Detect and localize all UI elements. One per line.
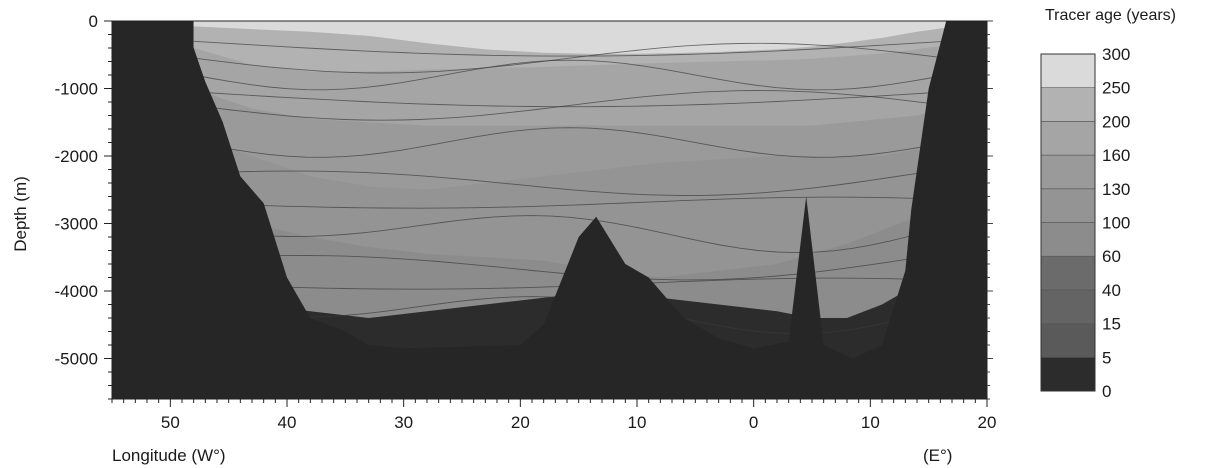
x-tick-label: 50: [161, 413, 180, 432]
y-tick-label: -2000: [55, 147, 98, 166]
colorbar-level-label: 100: [1102, 214, 1130, 233]
colorbar-level-label: 160: [1102, 146, 1130, 165]
colorbar-swatch: [1040, 356, 1096, 392]
colorbar-swatch: [1040, 255, 1096, 291]
colorbar-level-label: 200: [1102, 112, 1130, 131]
colorbar-frame: [1040, 53, 1096, 392]
colorbar-level-label: 300: [1102, 45, 1130, 64]
colorbar-swatch: [1040, 222, 1096, 257]
contour-line: [193, 215, 947, 254]
y-axis: 0 -1000 -2000 -3000 -4000 -5000: [55, 12, 993, 400]
x-tick-label: 10: [628, 413, 647, 432]
contour-line: [193, 127, 947, 158]
contour-line: [193, 196, 947, 209]
colorbar-level-label: 130: [1102, 180, 1130, 199]
colorbar-swatches: [1040, 53, 1096, 392]
colorbar-swatch: [1040, 121, 1096, 156]
contour-line: [193, 91, 947, 108]
plot-area: [111, 20, 988, 400]
colorbar-swatch: [1040, 289, 1096, 324]
colorbar-level-label: 250: [1102, 79, 1130, 98]
x-tick-label: 10: [861, 413, 880, 432]
x-axis-title: Longitude (W°): [112, 446, 226, 465]
colorbar-level-label: 5: [1102, 348, 1111, 367]
contour-line: [193, 90, 947, 121]
contour-line: [193, 42, 947, 74]
y-tick-label: -4000: [55, 282, 98, 301]
y-tick-label: -5000: [55, 350, 98, 369]
contour-line: [193, 40, 947, 57]
colorbar-level-label: 15: [1102, 315, 1121, 334]
colorbar-level-label: 0: [1102, 382, 1111, 401]
colorbar-swatch: [1040, 154, 1096, 190]
colorbar-swatch: [1040, 323, 1096, 358]
x-tick-label: 0: [749, 413, 758, 432]
seafloor-topography: [112, 21, 987, 399]
x-tick-label: 20: [978, 413, 997, 432]
y-tick-label: -1000: [55, 80, 98, 99]
y-axis-title: Depth (m): [11, 176, 30, 252]
x-tick-label: 20: [511, 413, 530, 432]
y-tick-label: -3000: [55, 215, 98, 234]
x-tick-label: 40: [278, 413, 297, 432]
colorbar-title: Tracer age (years): [1045, 7, 1176, 24]
y-tick-label: 0: [89, 12, 98, 31]
colorbar-swatch: [1040, 188, 1096, 223]
age-layer-250: [193, 21, 947, 55]
contour-line: [193, 168, 947, 196]
colorbar-level-label: 60: [1102, 247, 1121, 266]
contour-line: [193, 59, 947, 91]
colorbar: Tracer age (years) 0 5 15 40 60 100 130 160 200 2…: [1040, 7, 1176, 401]
x-axis: 50 40 30 20 10 0 10 20: [111, 398, 997, 432]
colorbar-labels: 0 5 15 40 60 100 130 160 200 250 300: [1102, 45, 1130, 401]
x-axis-east-label: (E°): [923, 446, 952, 465]
colorbar-swatch: [1040, 53, 1096, 89]
colorbar-swatch: [1040, 87, 1096, 122]
x-tick-label: 30: [394, 413, 413, 432]
colorbar-level-label: 40: [1102, 281, 1121, 300]
age-field: [193, 21, 947, 399]
